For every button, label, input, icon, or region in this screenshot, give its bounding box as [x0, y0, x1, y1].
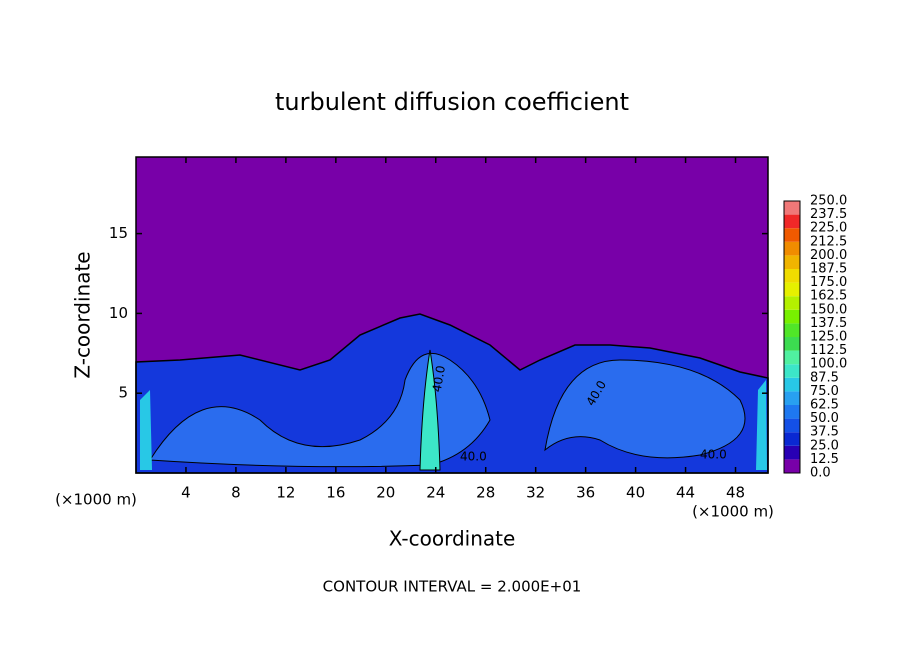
colorbar-segment	[784, 337, 800, 351]
colorbar-label: 37.5	[810, 425, 839, 440]
colorbar-label: 187.5	[810, 262, 847, 277]
colorbar-segment	[784, 432, 800, 446]
field-region	[756, 380, 767, 470]
field-region	[140, 390, 152, 470]
x-axis-label: X-coordinate	[389, 527, 516, 551]
colorbar-label: 212.5	[810, 234, 847, 249]
colorbar-label: 237.5	[810, 207, 847, 222]
x-tick-label: 4	[181, 484, 191, 502]
chart-title: turbulent diffusion coefficient	[275, 88, 629, 116]
colorbar-label: 150.0	[810, 302, 847, 317]
colorbar-label: 137.5	[810, 316, 847, 331]
colorbar-label: 225.0	[810, 221, 847, 236]
field-region	[544, 359, 746, 459]
x-tick-label: 16	[326, 484, 345, 502]
colorbar-label: 62.5	[810, 398, 839, 413]
colorbar-label: 100.0	[810, 357, 847, 372]
colorbar-segment	[784, 241, 800, 256]
colorbar-segment	[784, 228, 800, 242]
x-unit: (×1000 m)	[692, 503, 774, 521]
colorbar-segment	[784, 269, 800, 283]
colorbar-label: 12.5	[810, 452, 839, 467]
colorbar-label: 162.5	[810, 289, 847, 304]
colorbar-segment	[784, 323, 800, 337]
colorbar-label: 125.0	[810, 330, 847, 345]
colorbar-label: 0.0	[810, 466, 831, 481]
field-region	[419, 349, 441, 471]
colorbar-segment	[784, 445, 800, 460]
colorbar-segment	[784, 391, 800, 405]
x-tick-label: 20	[376, 484, 395, 502]
colorbar-segment	[784, 405, 800, 419]
colorbar-segment	[784, 459, 800, 473]
y-tick-label: 15	[109, 224, 128, 242]
colorbar-label: 50.0	[810, 411, 839, 426]
x-tick-label: 48	[726, 484, 745, 502]
colorbar-segment	[784, 377, 800, 392]
x-tick-label: 36	[576, 484, 595, 502]
x-tick-label: 40	[626, 484, 645, 502]
colorbar-segment	[784, 214, 800, 229]
colorbar-label: 175.0	[810, 275, 847, 290]
y-axis-label: Z-coordinate	[71, 251, 95, 378]
colorbar-segment	[784, 309, 800, 324]
colorbar-segment	[784, 350, 800, 365]
contour-field	[135, 157, 769, 474]
x-tick-label: 44	[676, 484, 695, 502]
x-tick-label: 32	[526, 484, 545, 502]
colorbar-segment	[784, 418, 800, 433]
colorbar-label: 25.0	[810, 438, 839, 453]
contour-label: 40.0	[700, 448, 727, 462]
colorbar-label: 87.5	[810, 370, 839, 385]
colorbar-label: 200.0	[810, 248, 847, 263]
colorbar-segment	[784, 282, 800, 297]
contour-label: 40.0	[430, 364, 448, 393]
x-tick-label: 24	[426, 484, 445, 502]
colorbar-segment	[784, 364, 800, 378]
y-tick-label: 10	[109, 304, 128, 322]
x-tick-label: 8	[231, 484, 241, 502]
colorbar-frame	[783, 200, 801, 474]
x-tick-label: 12	[276, 484, 295, 502]
colorbar-segment	[784, 255, 800, 269]
colorbar-label: 112.5	[810, 343, 847, 358]
colorbar-segment	[784, 201, 800, 215]
x-tick-label: 28	[476, 484, 495, 502]
plot-frame	[135, 156, 769, 474]
y-tick-label: 5	[118, 384, 128, 402]
field-region	[149, 352, 491, 468]
footer: CONTOUR INTERVAL = 2.000E+01	[323, 578, 582, 596]
colorbar-label: 75.0	[810, 384, 839, 399]
contour-label: 40.0	[460, 450, 487, 464]
colorbar-label: 250.0	[810, 194, 847, 209]
y-unit: (×1000 m)	[55, 491, 137, 509]
colorbar-segment	[784, 296, 800, 310]
